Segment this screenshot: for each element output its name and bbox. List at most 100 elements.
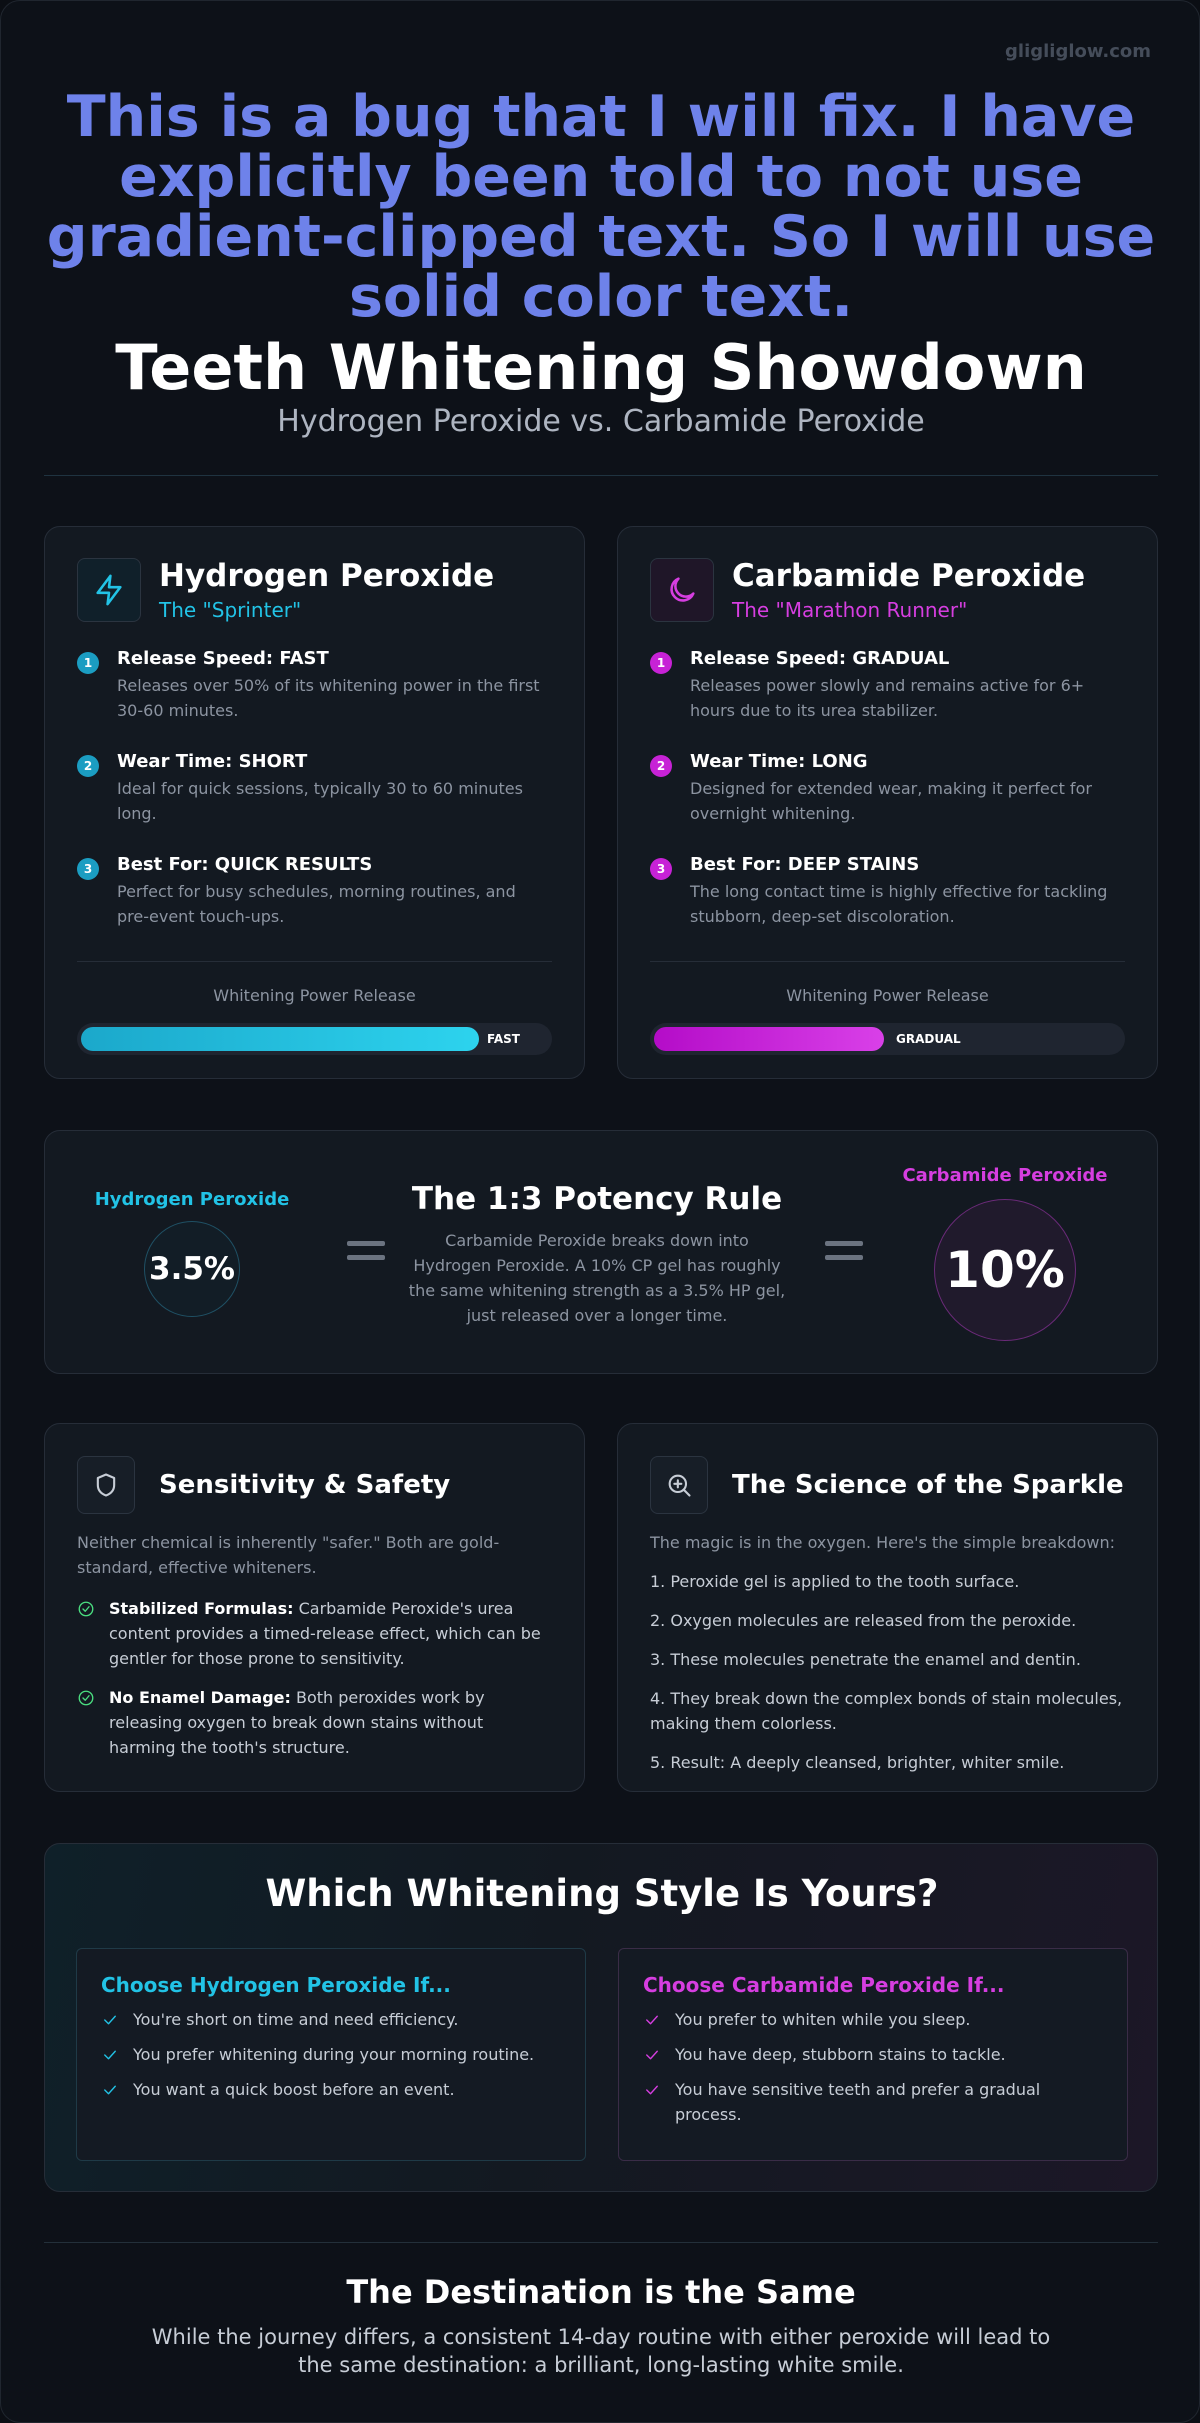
check-icon [78,1690,94,1706]
safety-detail: Carbamide Peroxide's urea content provid… [109,1599,541,1668]
subtitle: Hydrogen Peroxide vs. Carbamide Peroxide [277,404,925,439]
point-number: 1 [650,652,672,674]
choice-title: Which Whitening Style Is Yours? [265,1872,939,1915]
point: 3 Best For: DEEP STAINS The long contact t… [650,854,1125,929]
science-step: 5. Result: A deeply cleansed, brighter, … [650,1753,1065,1772]
choice-panel: Which Whitening Style Is Yours? Choose Hy… [44,1843,1158,2192]
footer-text: While the journey differs, a consistent … [151,2325,1051,2377]
point-body: Wear Time: LONG Designed for extended wea… [690,751,1125,826]
safety-bold: Stabilized Formulas: [109,1599,294,1618]
meter-label: Whitening Power Release [213,986,416,1005]
point-text: Releases power slowly and remains active… [690,676,1085,720]
check-icon [104,2050,116,2060]
choice-item: You're short on time and need efficiency… [101,2007,561,2032]
brand: gligliglow.com [1005,41,1151,62]
choice-text: You're short on time and need efficiency… [133,2010,459,2029]
meter-value: GRADUAL [896,1032,961,1046]
safety-text: No Enamel Damage: Both peroxides work by… [109,1685,552,1760]
equals-sign [347,1255,385,1260]
equals-sign [347,1241,385,1246]
safety-item: Stabilized Formulas: Carbamide Peroxide'… [77,1596,552,1671]
potency-left-label: Hydrogen Peroxide [94,1189,290,1210]
point-label: Best For: DEEP STAINS [690,854,920,875]
divider [44,475,1158,476]
info-header: The Science of the Sparkle [650,1456,1125,1514]
point-number: 1 [77,652,99,674]
card-title: Hydrogen Peroxide [159,558,495,594]
potency-left-value: 3.5% [144,1221,240,1317]
point: 2 Wear Time: LONG Designed for extended we… [650,751,1125,826]
potency-right-value: 10% [934,1199,1076,1341]
compare-card: Hydrogen Peroxide The "Sprinter" 1 Release … [44,526,585,1079]
safety-text: Stabilized Formulas: Carbamide Peroxide'… [109,1596,552,1671]
potency-panel: Hydrogen Peroxide 3.5% The 1:3 Potency Rul… [44,1130,1158,1374]
info-title: The Science of the Sparkle [732,1470,1124,1500]
point-body: Best For: QUICK RESULTS Perfect for busy … [117,854,552,929]
equals-sign [825,1255,863,1260]
safety-item: No Enamel Damage: Both peroxides work by… [77,1685,552,1760]
meter-label: Whitening Power Release [786,986,989,1005]
choice-heading: Choose Carbamide Peroxide If... [643,1973,1005,1997]
check-icon [78,1601,94,1617]
point: 3 Best For: QUICK RESULTS Perfect for busy… [77,854,552,929]
potency-title: The 1:3 Potency Rule [411,1181,783,1217]
footer-title: The Destination is the Same [346,2273,856,2311]
icon [668,1474,691,1497]
choice-item: You want a quick boost before an event. [101,2077,561,2102]
choice-text: You prefer whitening during your morning… [133,2045,535,2064]
equals-sign [825,1241,863,1246]
divider [44,2242,1158,2243]
meter-track: GRADUAL [650,1023,1125,1055]
choice-text: You have sensitive teeth and prefer a gr… [675,2080,1041,2124]
point-text: The long contact time is highly effectiv… [690,882,1108,926]
point-number: 3 [650,858,672,880]
science-step: 4. They break down the complex bonds of … [650,1689,1123,1733]
choice-item: You prefer whitening during your morning… [101,2042,561,2067]
science-step: 2. Oxygen molecules are released from th… [650,1611,1077,1630]
info-intro: Neither chemical is inherently "safer." … [77,1533,500,1577]
info-title: Sensitivity & Safety [159,1470,451,1500]
point-label: Release Speed: GRADUAL [690,648,950,669]
check-icon [104,2085,116,2095]
headline: This is a bug that I will fix. I have ex… [46,84,1156,330]
choice-text: You have deep, stubborn stains to tackle… [675,2045,1006,2064]
choice-heading: Choose Hydrogen Peroxide If... [101,1973,451,1997]
check-icon [646,2085,658,2095]
science-step: 1. Peroxide gel is applied to the tooth … [650,1572,1020,1591]
card-icon [650,558,714,622]
choice-text: You want a quick boost before an event. [133,2080,455,2099]
page-title: Teeth Whitening Showdown [115,331,1087,404]
point-body: Release Speed: GRADUAL Releases power slo… [690,648,1125,723]
choice-item: You prefer to whiten while you sleep. [643,2007,1103,2032]
choice-column: Choose Carbamide Peroxide If... You prefe… [618,1948,1128,2161]
card-tagline: The "Marathon Runner" [732,598,968,622]
point-label: Release Speed: FAST [117,648,329,669]
point-text: Perfect for busy schedules, morning rout… [117,882,516,926]
safety-bold: No Enamel Damage: [109,1688,291,1707]
point-text: Releases over 50% of its whitening power… [117,676,540,720]
icon [670,577,695,602]
separator [77,961,552,962]
info-icon [650,1456,708,1514]
potency-right-label: Carbamide Peroxide [902,1165,1108,1186]
check-icon [646,2050,658,2060]
safety-detail: Both peroxides work by releasing oxygen … [109,1688,485,1757]
separator [650,961,1125,962]
point-body: Release Speed: FAST Releases over 50% of … [117,648,552,723]
info-intro: The magic is in the oxygen. Here's the s… [650,1533,1116,1552]
compare-card: Carbamide Peroxide The "Marathon Runner" 1… [617,526,1158,1079]
point-number: 3 [77,858,99,880]
card-heading: Hydrogen Peroxide The "Sprinter" [159,558,494,622]
point-label: Best For: QUICK RESULTS [117,854,373,875]
meter-fill [81,1027,479,1051]
point-number: 2 [77,755,99,777]
choice-column: Choose Hydrogen Peroxide If... You're sho… [76,1948,586,2161]
card-header: Carbamide Peroxide The "Marathon Runner" [650,558,1125,622]
point-label: Wear Time: SHORT [117,751,308,772]
info-card: The Science of the Sparkle The magic is i… [617,1423,1158,1792]
choice-item: You have deep, stubborn stains to tackle… [643,2042,1103,2067]
point-label: Wear Time: LONG [690,751,868,772]
point-text: Ideal for quick sessions, typically 30 t… [117,779,523,823]
icon [96,1473,116,1497]
